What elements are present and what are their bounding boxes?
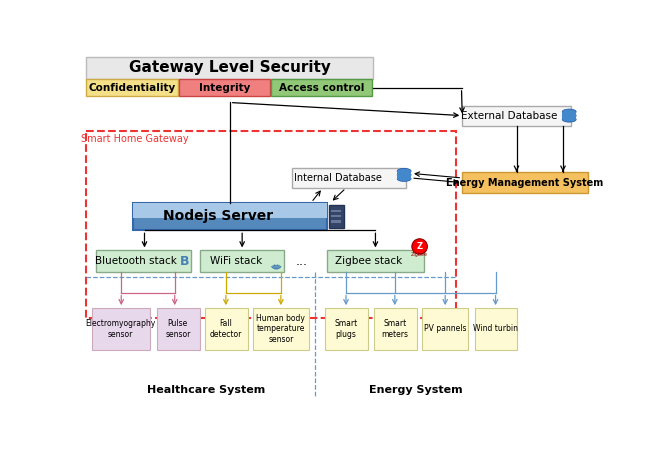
FancyBboxPatch shape bbox=[331, 210, 341, 212]
FancyBboxPatch shape bbox=[133, 202, 327, 230]
FancyBboxPatch shape bbox=[462, 172, 588, 194]
FancyBboxPatch shape bbox=[422, 308, 469, 351]
FancyBboxPatch shape bbox=[200, 250, 284, 272]
FancyBboxPatch shape bbox=[86, 79, 178, 96]
Text: Integrity: Integrity bbox=[199, 83, 250, 93]
FancyBboxPatch shape bbox=[292, 168, 407, 188]
Text: Wind turbin: Wind turbin bbox=[473, 324, 518, 333]
FancyBboxPatch shape bbox=[253, 308, 309, 351]
FancyBboxPatch shape bbox=[331, 220, 341, 223]
FancyBboxPatch shape bbox=[179, 79, 270, 96]
Text: WiFi stack: WiFi stack bbox=[210, 256, 262, 266]
Text: Internal Database: Internal Database bbox=[294, 173, 382, 183]
FancyBboxPatch shape bbox=[133, 202, 327, 218]
Text: ...: ... bbox=[296, 255, 308, 268]
Text: Zigbee: Zigbee bbox=[411, 252, 428, 256]
Text: Pulse
sensor: Pulse sensor bbox=[165, 319, 191, 338]
FancyBboxPatch shape bbox=[157, 308, 199, 351]
FancyBboxPatch shape bbox=[86, 57, 373, 79]
FancyBboxPatch shape bbox=[271, 79, 372, 96]
Text: Electromyography
sensor: Electromyography sensor bbox=[85, 319, 156, 338]
Ellipse shape bbox=[562, 117, 576, 122]
Circle shape bbox=[412, 239, 428, 254]
Text: Z: Z bbox=[416, 242, 422, 251]
Text: B: B bbox=[180, 255, 189, 268]
Text: Smart
plugs: Smart plugs bbox=[335, 319, 358, 338]
Text: External Database: External Database bbox=[461, 111, 557, 122]
Text: Confidentiality: Confidentiality bbox=[88, 83, 176, 93]
FancyBboxPatch shape bbox=[331, 215, 341, 217]
Text: Access control: Access control bbox=[279, 83, 364, 93]
Ellipse shape bbox=[562, 113, 576, 118]
FancyBboxPatch shape bbox=[562, 112, 576, 119]
Text: Bluetooth stack: Bluetooth stack bbox=[95, 256, 177, 266]
Text: Zigbee stack: Zigbee stack bbox=[335, 256, 402, 266]
FancyBboxPatch shape bbox=[327, 250, 424, 272]
FancyBboxPatch shape bbox=[96, 250, 191, 272]
Ellipse shape bbox=[397, 168, 411, 174]
FancyBboxPatch shape bbox=[92, 308, 150, 351]
FancyBboxPatch shape bbox=[325, 308, 368, 351]
Text: Smart
meters: Smart meters bbox=[381, 319, 409, 338]
FancyBboxPatch shape bbox=[329, 205, 345, 228]
Text: Gateway Level Security: Gateway Level Security bbox=[129, 60, 331, 75]
Ellipse shape bbox=[397, 176, 411, 181]
Text: Nodejs Server: Nodejs Server bbox=[163, 209, 273, 224]
FancyBboxPatch shape bbox=[374, 308, 416, 351]
Ellipse shape bbox=[397, 172, 411, 178]
Text: Fall
detector: Fall detector bbox=[210, 319, 242, 338]
Text: Healthcare System: Healthcare System bbox=[147, 386, 265, 396]
Text: Human body
temperature
sensor: Human body temperature sensor bbox=[257, 314, 306, 344]
Text: PV pannels: PV pannels bbox=[424, 324, 467, 333]
FancyBboxPatch shape bbox=[475, 308, 517, 351]
FancyBboxPatch shape bbox=[205, 308, 248, 351]
Ellipse shape bbox=[562, 109, 576, 114]
FancyBboxPatch shape bbox=[462, 106, 571, 126]
Text: Energy Management System: Energy Management System bbox=[446, 178, 604, 188]
Text: Smart Home Gateway: Smart Home Gateway bbox=[81, 135, 189, 144]
FancyBboxPatch shape bbox=[397, 171, 411, 179]
Text: Energy System: Energy System bbox=[369, 386, 463, 396]
